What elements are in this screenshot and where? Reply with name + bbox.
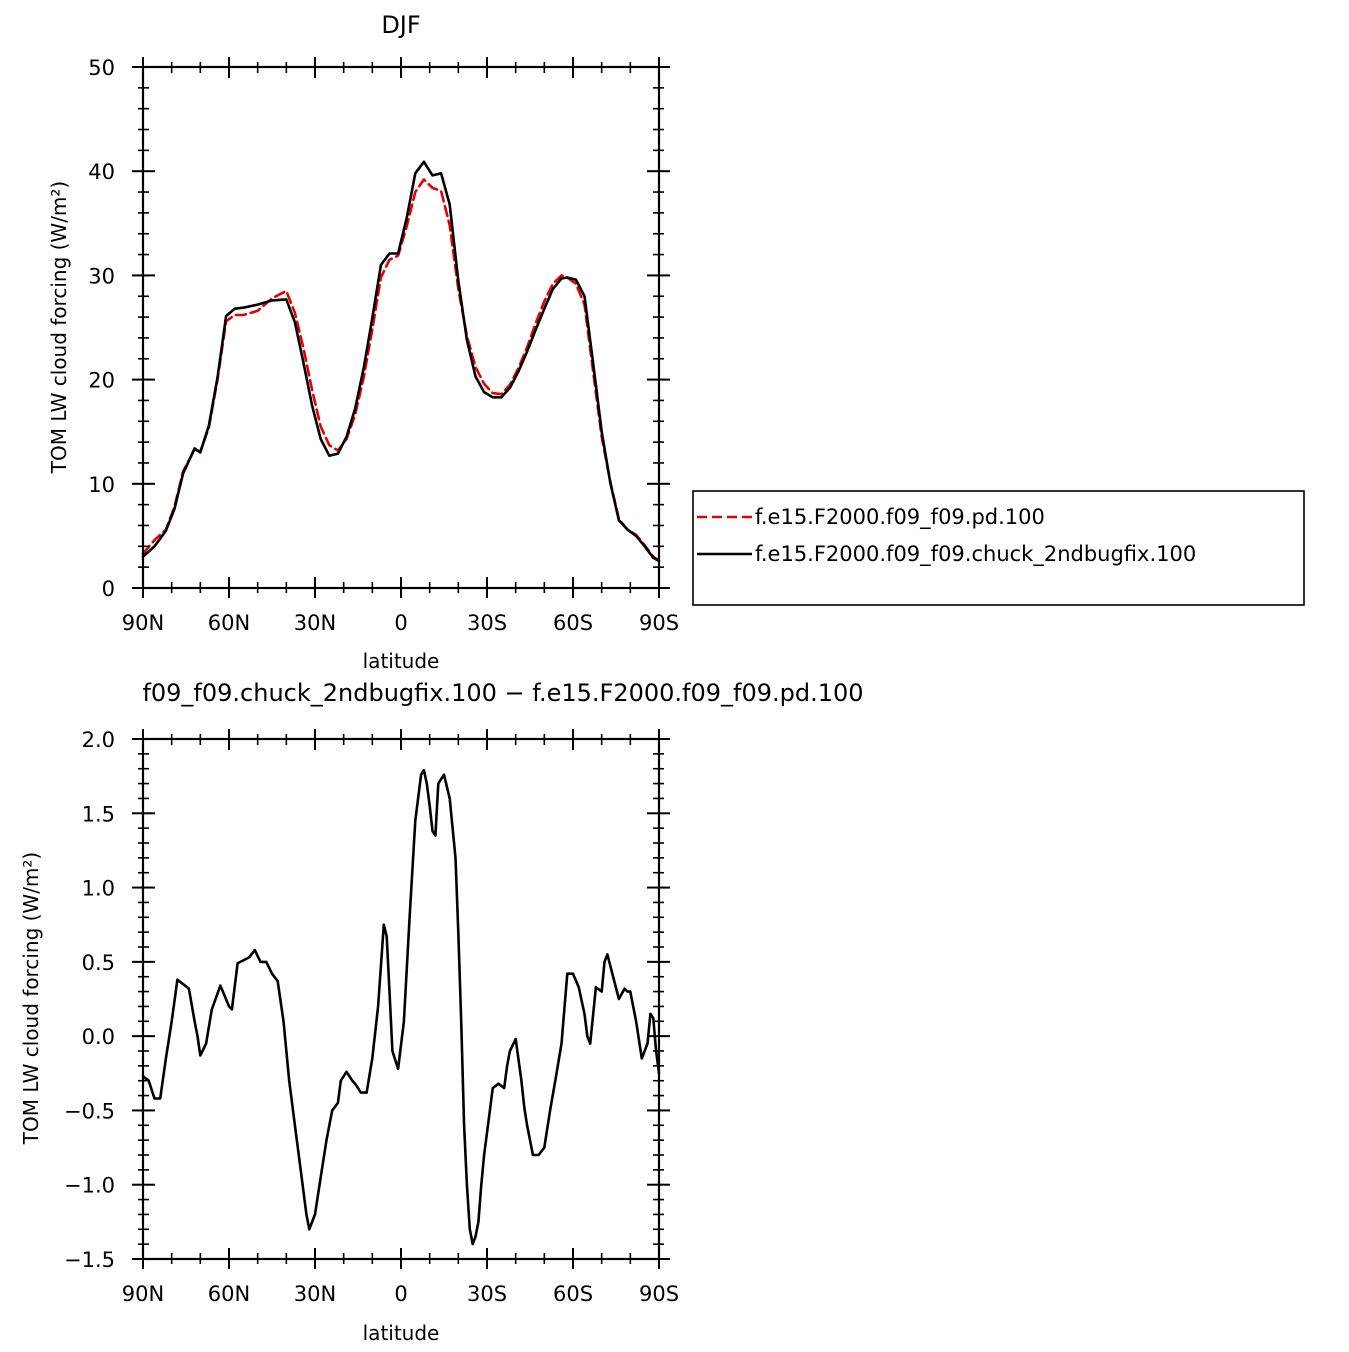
y-axis-label: TOM LW cloud forcing (W/m²) <box>19 852 43 1146</box>
y-axis-label: TOM LW cloud forcing (W/m²) <box>47 181 71 475</box>
y-tick-label: 0.5 <box>82 951 115 975</box>
plot-frame <box>141 65 661 590</box>
legend-box <box>692 490 1305 606</box>
series-line-1 <box>141 160 661 563</box>
y-tick-label: 1.0 <box>82 877 115 901</box>
x-tick-label: 0 <box>394 611 407 635</box>
x-tick-label: 90N <box>122 611 164 635</box>
y-tick-label: 0.0 <box>82 1025 115 1049</box>
x-tick-label: 60N <box>208 1282 250 1306</box>
axis-ticks: 90N 60N 30N 0 30S 60S 90S −1.5 −1.0 −0.5 0.0 0.5 1.0… <box>64 728 679 1306</box>
y-tick-label: 10 <box>88 473 115 497</box>
axis-ticks: 90N 60N 30N 0 30S 60S 90S 0 10 20 30 40 50 <box>88 56 679 635</box>
y-tick-label: 1.5 <box>82 802 115 826</box>
legend-label-pd: f.e15.F2000.f09_f09.pd.100 <box>755 505 1045 530</box>
x-tick-label: 30S <box>467 611 507 635</box>
chart-title: DJF <box>381 11 420 39</box>
y-tick-label: 30 <box>88 264 115 288</box>
series-lines <box>141 768 661 1246</box>
y-tick-label: 40 <box>88 160 115 184</box>
y-tick-label: 2.0 <box>82 728 115 752</box>
x-tick-label: 90S <box>639 611 679 635</box>
x-tick-label: 0 <box>394 1282 407 1306</box>
y-tick-label: 20 <box>88 369 115 393</box>
x-tick-label: 60S <box>553 1282 593 1306</box>
series-line-0 <box>141 768 661 1246</box>
x-tick-label: 60S <box>553 611 593 635</box>
x-tick-label: 90N <box>122 1282 164 1306</box>
x-tick-label: 30S <box>467 1282 507 1306</box>
x-axis-label: latitude <box>363 1321 440 1345</box>
x-tick-label: 60N <box>208 611 250 635</box>
y-tick-label: −1.0 <box>64 1174 115 1198</box>
y-tick-label: −1.5 <box>64 1248 115 1272</box>
x-tick-label: 90S <box>639 1282 679 1306</box>
series-line-0 <box>141 178 661 563</box>
y-tick-label: 50 <box>88 56 115 80</box>
x-tick-label: 30N <box>294 1282 336 1306</box>
chart-title: f09_f09.chuck_2ndbugfix.100 − f.e15.F200… <box>142 679 863 707</box>
y-tick-label: −0.5 <box>64 1099 115 1123</box>
panel-djf: DJF 90N 60N 30N 0 30S 60S 90S 0 10 20 30 40 50 latit… <box>47 11 1305 673</box>
x-tick-label: 30N <box>294 611 336 635</box>
legend: f.e15.F2000.f09_f09.pd.100 f.e15.F2000.f… <box>692 490 1305 606</box>
series-lines <box>141 160 661 563</box>
legend-label-chuck: f.e15.F2000.f09_f09.chuck_2ndbugfix.100 <box>755 542 1196 567</box>
x-axis-label: latitude <box>363 649 440 673</box>
panel-difference: f09_f09.chuck_2ndbugfix.100 − f.e15.F200… <box>19 679 864 1345</box>
y-tick-label: 0 <box>102 577 115 601</box>
